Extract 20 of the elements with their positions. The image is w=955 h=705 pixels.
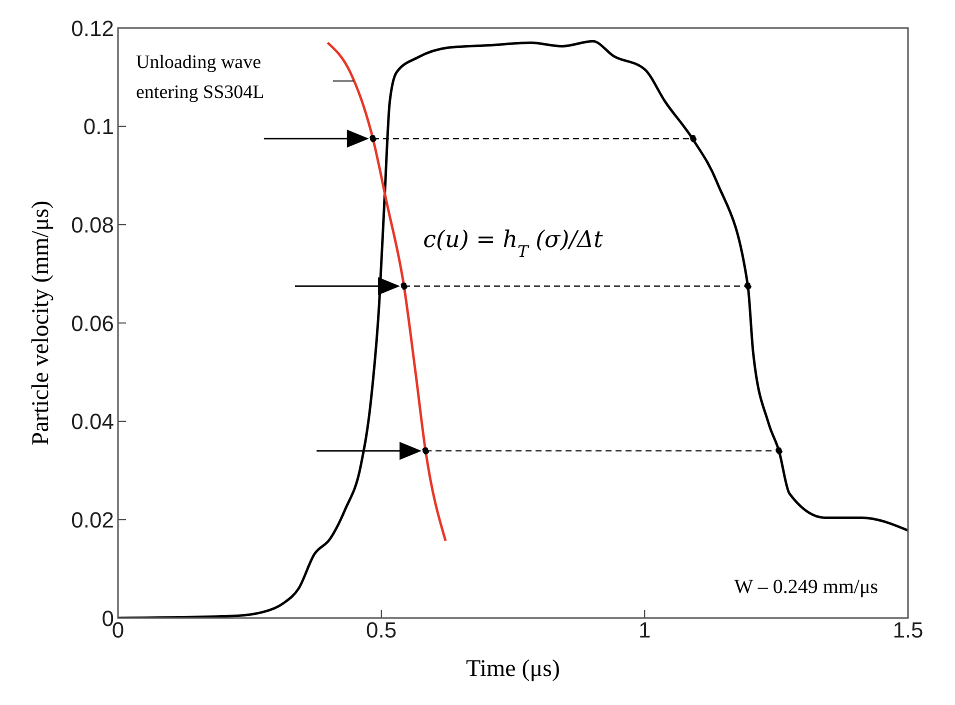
- y-tick-label: 0.12: [71, 16, 114, 41]
- y-axis-title: Particle velocity (mm/μs): [28, 200, 54, 446]
- x-tick-label: 0.5: [366, 618, 397, 643]
- point: [400, 282, 408, 290]
- y-tick-label: 0.1: [83, 114, 114, 140]
- y-tick-label: 0.04: [71, 409, 114, 434]
- point: [744, 282, 752, 290]
- y-tick-label: 0.06: [71, 310, 114, 336]
- point: [369, 135, 377, 142]
- point: [422, 447, 430, 454]
- x-tick-label: 1: [638, 618, 651, 643]
- point: [690, 135, 697, 142]
- x-axis-title: Time (μs): [466, 656, 560, 682]
- x-tick-label: 1.5: [892, 618, 924, 643]
- point: [775, 447, 783, 454]
- y-tick-label: 0.08: [71, 212, 114, 238]
- annotation: Unloading wave entering SS304L: [136, 52, 264, 103]
- y-tick-label: 0.02: [71, 507, 114, 532]
- annotation: W – 0.249 mm/μs: [734, 576, 878, 598]
- annotation: c(u) = h$_{T}$(σ)/Δt: [423, 226, 604, 260]
